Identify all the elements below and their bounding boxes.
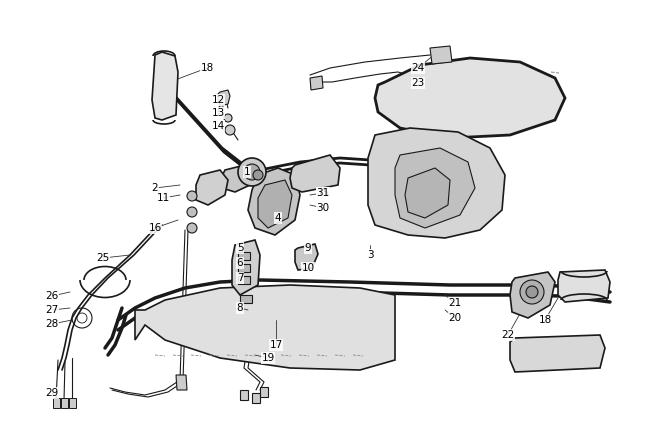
Text: 27: 27 (46, 305, 58, 315)
Circle shape (224, 114, 232, 122)
Text: 1: 1 (244, 167, 250, 177)
Circle shape (225, 125, 235, 135)
Polygon shape (260, 387, 268, 397)
Polygon shape (218, 90, 230, 106)
Polygon shape (135, 285, 395, 370)
Text: 21: 21 (448, 298, 461, 308)
Polygon shape (238, 264, 250, 272)
Circle shape (187, 223, 197, 233)
Polygon shape (61, 398, 68, 408)
Polygon shape (395, 148, 475, 228)
Polygon shape (176, 375, 187, 390)
Text: 6: 6 (237, 258, 243, 268)
Polygon shape (240, 295, 252, 303)
Circle shape (238, 158, 266, 186)
Polygon shape (430, 46, 452, 64)
Text: 31: 31 (317, 188, 330, 198)
Text: 25: 25 (96, 253, 110, 263)
Circle shape (253, 170, 263, 180)
Text: 17: 17 (269, 340, 283, 350)
Text: 14: 14 (211, 121, 225, 131)
Text: 29: 29 (46, 388, 58, 398)
Text: 24: 24 (411, 63, 424, 73)
Text: 28: 28 (46, 319, 58, 329)
Polygon shape (258, 180, 292, 228)
Circle shape (187, 207, 197, 217)
Text: 22: 22 (501, 330, 515, 340)
Text: 5: 5 (237, 243, 243, 253)
Polygon shape (248, 168, 300, 235)
Polygon shape (405, 168, 450, 218)
Polygon shape (310, 76, 323, 90)
Text: 12: 12 (211, 95, 225, 105)
Polygon shape (295, 244, 318, 270)
Text: 11: 11 (157, 193, 170, 203)
Polygon shape (196, 170, 228, 205)
Text: 23: 23 (411, 78, 424, 88)
Text: 18: 18 (538, 315, 552, 325)
Polygon shape (232, 240, 260, 295)
Polygon shape (238, 252, 250, 260)
Polygon shape (252, 393, 260, 403)
Circle shape (526, 286, 538, 298)
Polygon shape (510, 335, 605, 372)
Text: 15: 15 (317, 188, 330, 198)
Text: 18: 18 (200, 63, 214, 73)
Text: 8: 8 (237, 303, 243, 313)
Polygon shape (238, 276, 250, 284)
Text: 26: 26 (46, 291, 58, 301)
Text: 13: 13 (211, 108, 225, 118)
Polygon shape (220, 165, 252, 192)
Polygon shape (69, 398, 76, 408)
Text: 4: 4 (275, 213, 281, 223)
Polygon shape (240, 390, 248, 400)
Polygon shape (152, 52, 178, 120)
Polygon shape (368, 128, 505, 238)
Polygon shape (290, 155, 340, 192)
Text: 20: 20 (448, 313, 461, 323)
Text: 10: 10 (302, 263, 315, 273)
Circle shape (244, 164, 260, 180)
Text: 7: 7 (237, 273, 243, 283)
Text: 16: 16 (148, 223, 162, 233)
Polygon shape (375, 58, 565, 138)
Polygon shape (53, 398, 60, 408)
Text: 3: 3 (367, 250, 373, 260)
Polygon shape (510, 272, 555, 318)
Circle shape (187, 191, 197, 201)
Polygon shape (558, 270, 610, 302)
Text: 9: 9 (305, 243, 311, 253)
Text: 2: 2 (151, 183, 159, 193)
Circle shape (520, 280, 544, 304)
Text: 30: 30 (317, 203, 330, 213)
Text: 19: 19 (261, 353, 274, 363)
